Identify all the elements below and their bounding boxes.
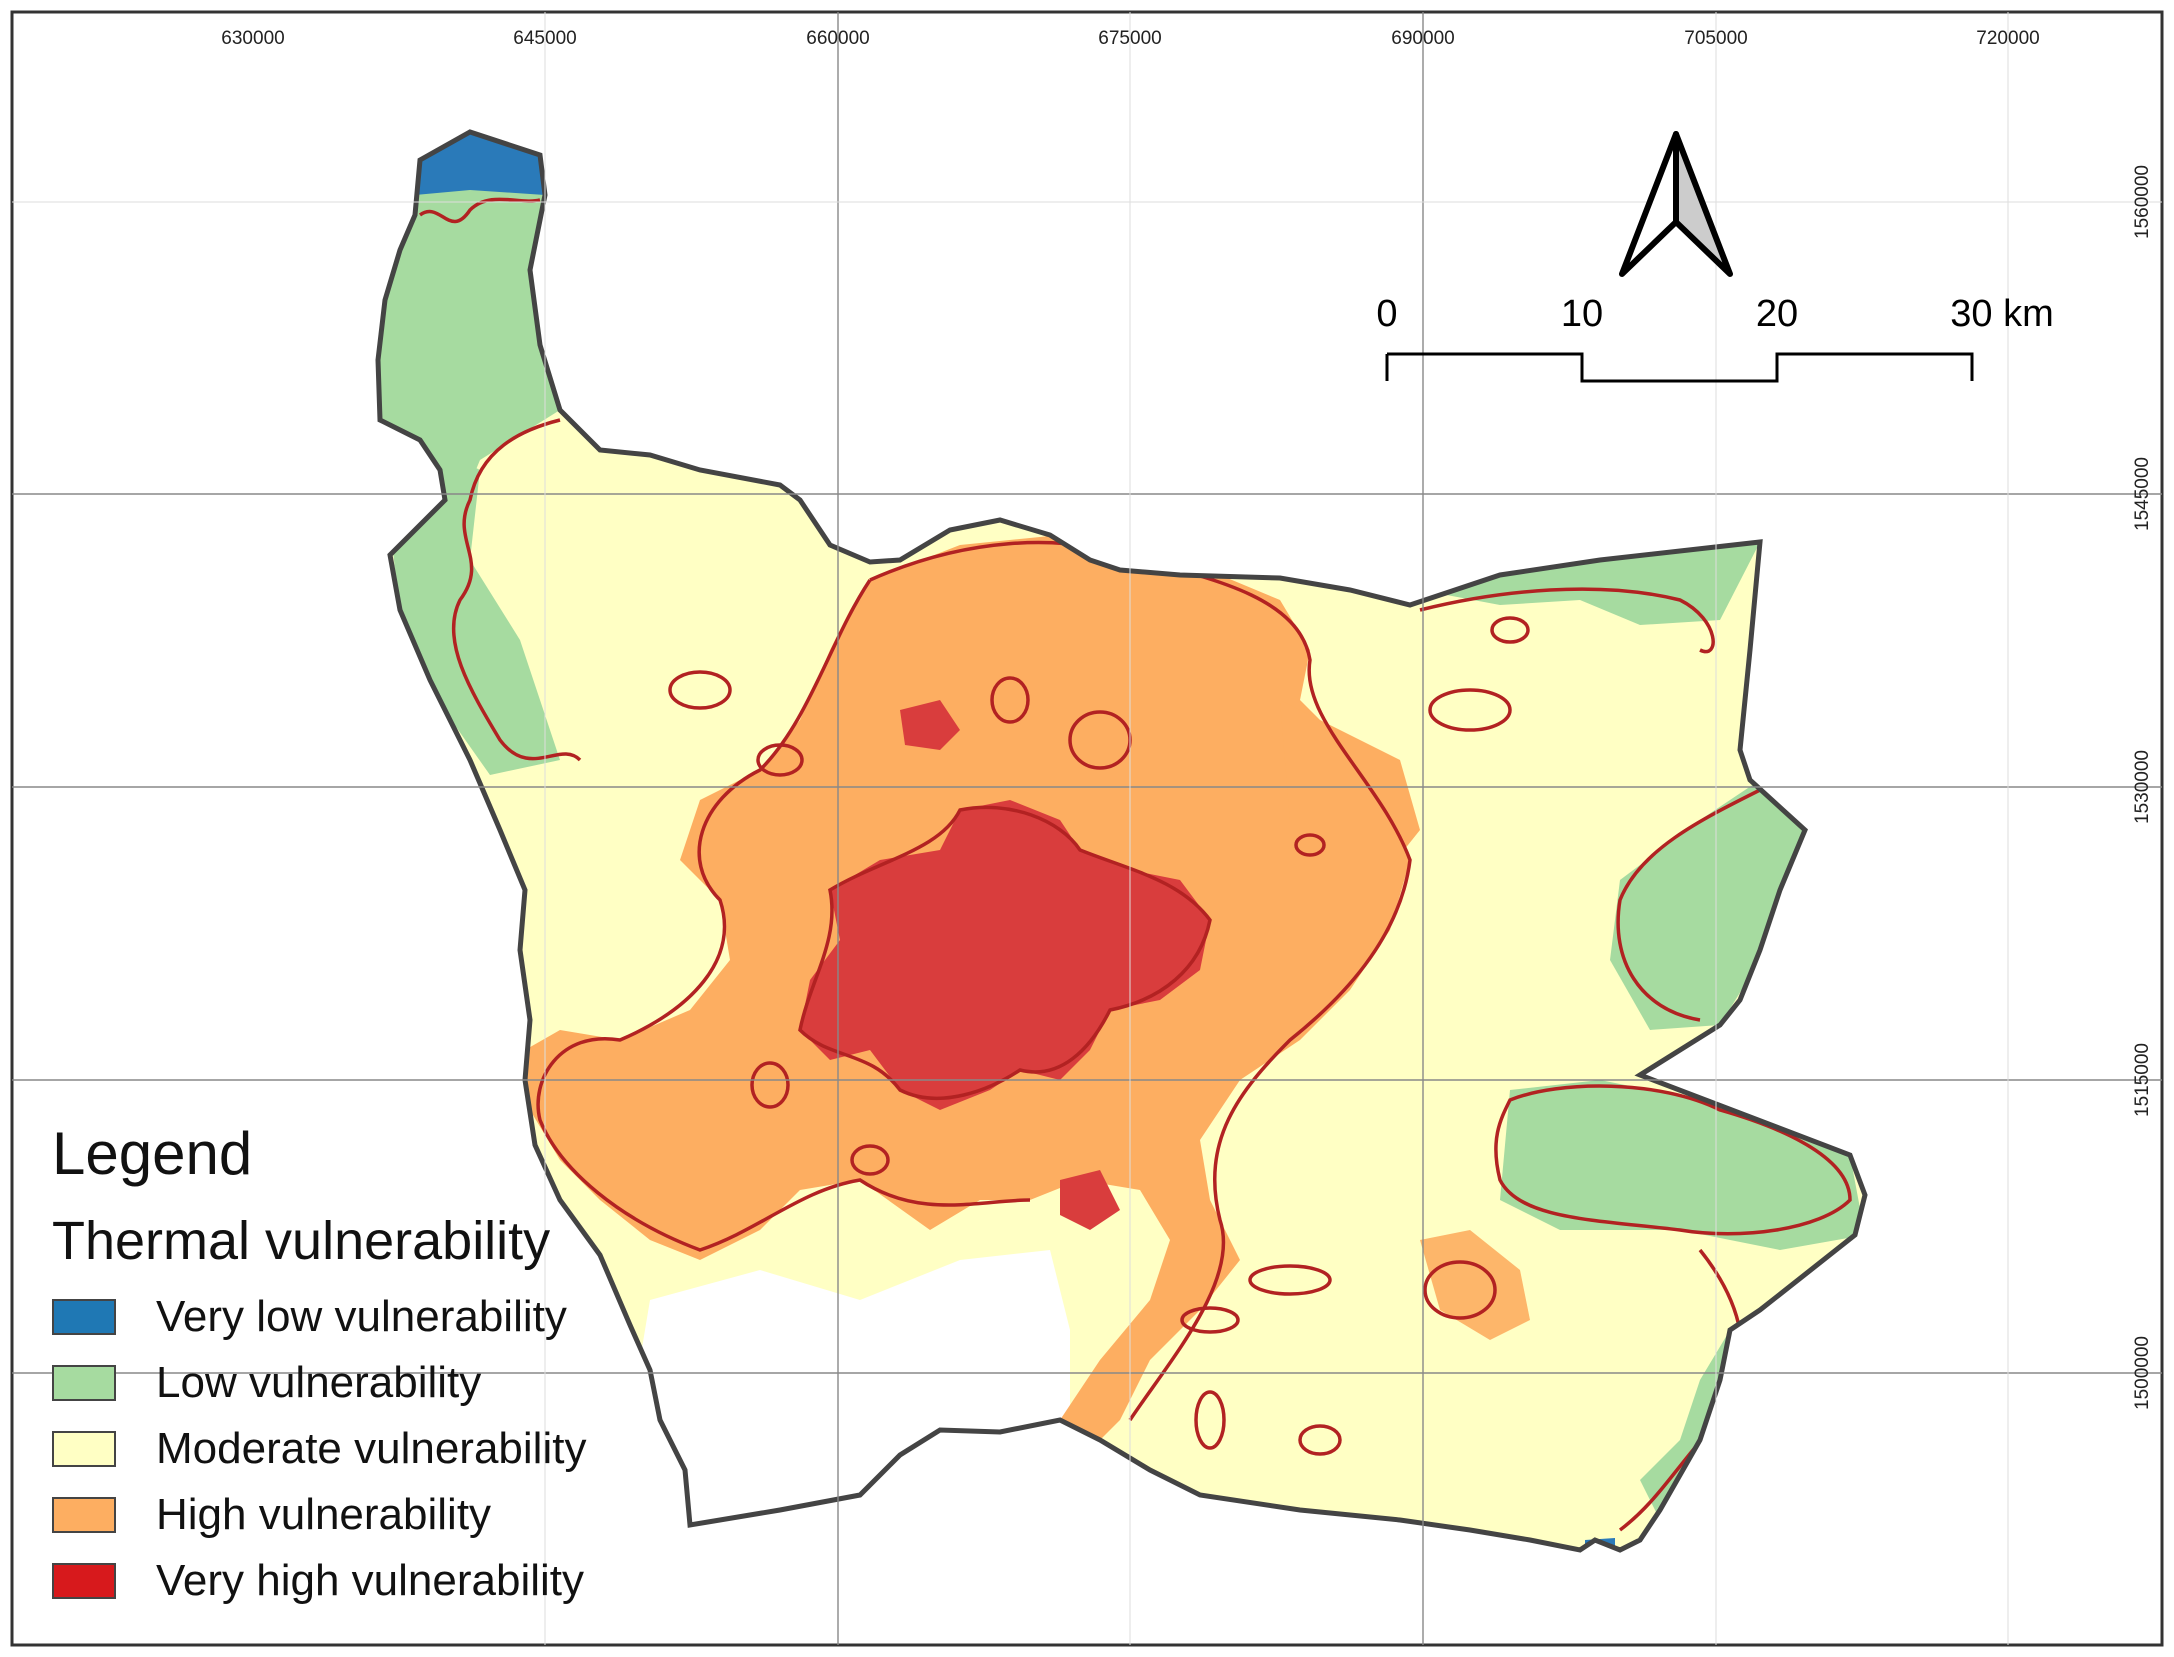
contour-high-west xyxy=(536,579,1031,1252)
y-tick: 1530000 xyxy=(2132,750,2153,824)
scale-label: 0 xyxy=(1376,293,1397,335)
north-arrow-right-half xyxy=(1673,131,1733,277)
x-tick: 630000 xyxy=(221,28,284,49)
scale-bar-line xyxy=(1385,352,1974,383)
north-arrow-left-half xyxy=(1619,131,1679,277)
graticule xyxy=(12,12,2162,1645)
legend-label: Very high vulnerability xyxy=(156,1556,585,1605)
class-very-high-patch-north xyxy=(900,700,960,750)
legend-title: Legend xyxy=(52,1120,253,1187)
contour-island-9 xyxy=(850,1144,890,1176)
legend-label: Very low vulnerability xyxy=(156,1292,567,1341)
contour-east-2 xyxy=(1616,788,1761,1022)
x-tick: 645000 xyxy=(513,28,576,49)
legend-swatch xyxy=(52,1431,116,1467)
contour-island-7 xyxy=(1428,688,1512,732)
contour-island-1 xyxy=(668,670,732,710)
north-arrow-icon xyxy=(1619,131,1733,277)
legend-item-very-low: Very low vulnerability xyxy=(48,1284,668,1350)
class-very-high-area xyxy=(800,800,1210,1110)
y-tick: 1515000 xyxy=(2132,1043,2153,1117)
x-tick: 660000 xyxy=(806,28,869,49)
contour-very-high xyxy=(798,805,1212,1100)
class-very-low-area xyxy=(415,132,545,195)
contour-island-8 xyxy=(750,1061,790,1109)
legend-swatch xyxy=(52,1365,116,1401)
contour-island-10 xyxy=(1248,1264,1332,1296)
contour-island-2 xyxy=(756,743,804,777)
class-low-area-far-southeast xyxy=(1640,1330,1730,1520)
class-low-area-east xyxy=(1610,780,1805,1030)
contour-island-11 xyxy=(1423,1260,1497,1320)
class-very-high-patch-south xyxy=(1060,1170,1120,1230)
contour-island-6 xyxy=(1490,616,1530,644)
class-high-area-southeast-patch xyxy=(1420,1230,1530,1340)
contour-island-14 xyxy=(1194,1390,1226,1450)
legend-label: High vulnerability xyxy=(156,1490,492,1539)
legend-item-very-high: Very high vulnerability xyxy=(48,1548,668,1614)
x-tick: 705000 xyxy=(1684,28,1747,49)
legend: Legend Thermal vulnerability Very low vu… xyxy=(48,1118,668,1638)
no-data-area-south xyxy=(640,1250,1070,1525)
x-tick: 675000 xyxy=(1098,28,1161,49)
x-axis-ticks: 630000 645000 660000 675000 690000 70500… xyxy=(221,28,2039,49)
contour-southeast xyxy=(1494,1084,1852,1236)
y-tick: 1500000 xyxy=(2132,1336,2153,1410)
contour-island-3 xyxy=(990,676,1030,724)
legend-swatch xyxy=(52,1563,116,1599)
legend-subtitle: Thermal vulnerability xyxy=(52,1211,551,1271)
x-tick: 690000 xyxy=(1391,28,1454,49)
contour-east xyxy=(1419,587,1715,654)
legend-label: Moderate vulnerability xyxy=(156,1424,587,1473)
contour-north xyxy=(418,197,541,224)
legend-item-moderate: Moderate vulnerability xyxy=(48,1416,668,1482)
scale-bar: 0 10 20 30 km xyxy=(1376,293,2054,383)
class-low-area-southeast xyxy=(1500,1080,1865,1250)
scale-label: 30 km xyxy=(1950,293,2053,335)
legend-label: Low vulnerability xyxy=(156,1358,482,1407)
contour-island-12 xyxy=(1298,1424,1342,1456)
map-border xyxy=(10,10,2164,1647)
graticule-faint xyxy=(12,12,2162,1645)
scale-label: 10 xyxy=(1561,293,1603,335)
contour-island-13 xyxy=(1180,1306,1240,1334)
scale-label: 20 xyxy=(1756,293,1798,335)
y-tick: 1545000 xyxy=(2132,457,2153,531)
x-tick: 720000 xyxy=(1976,28,2039,49)
legend-swatch xyxy=(52,1299,116,1335)
y-axis-ticks: 1560000 1545000 1530000 1515000 1500000 xyxy=(2132,165,2153,1410)
contour-island-5 xyxy=(1294,833,1326,857)
contour-west xyxy=(451,418,582,762)
class-low-area-northeast xyxy=(1420,542,1760,625)
y-tick: 1560000 xyxy=(2132,165,2153,239)
legend-item-low: Low vulnerability xyxy=(48,1350,668,1416)
legend-swatch xyxy=(52,1497,116,1533)
region-boundary xyxy=(375,129,1868,1553)
legend-item-high: High vulnerability xyxy=(48,1482,668,1548)
